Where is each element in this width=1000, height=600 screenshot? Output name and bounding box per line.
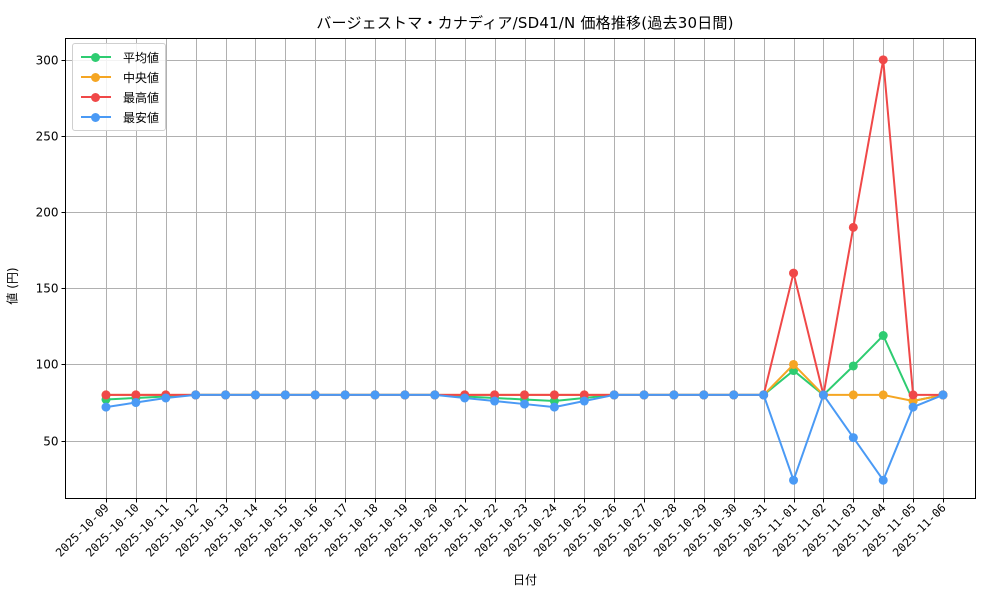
x-axis-ticks: 2025-10-092025-10-102025-10-112025-10-12… — [53, 498, 949, 560]
data-point — [878, 475, 888, 485]
data-point — [191, 390, 201, 400]
data-point — [520, 390, 529, 400]
grid-lines — [65, 38, 976, 499]
legend-label: 最安値 — [123, 110, 160, 125]
legend-swatch-mean-icon — [79, 51, 113, 63]
data-point — [609, 390, 619, 400]
data-point — [789, 475, 799, 485]
data-point — [579, 396, 589, 406]
data-point — [549, 390, 559, 400]
data-point — [789, 359, 799, 369]
data-point — [370, 390, 380, 400]
legend-label: 中央値 — [123, 70, 160, 85]
legend-swatch-max-icon — [79, 91, 113, 103]
y-axis-label: 値 (円) — [5, 267, 20, 305]
data-point — [908, 402, 918, 412]
data-point — [938, 390, 948, 400]
data-point — [549, 402, 559, 412]
series-line — [101, 55, 948, 400]
series-line — [101, 390, 948, 485]
y-axis-ticks: 50 100 150 200 250 300 — [36, 54, 66, 449]
y-tick-label: 150 — [36, 282, 59, 296]
data-point — [878, 55, 888, 65]
data-point — [520, 399, 529, 409]
y-tick-label: 200 — [36, 206, 59, 220]
data-point — [878, 331, 888, 341]
legend-item-median: 中央値 — [79, 67, 159, 87]
x-axis-label: 日付 — [512, 573, 538, 587]
legend-item-min: 最安値 — [79, 107, 159, 127]
legend-label: 平均値 — [123, 50, 160, 65]
data-point — [848, 361, 858, 371]
data-point — [669, 390, 679, 400]
legend-label: 最高値 — [123, 90, 160, 105]
data-point — [340, 390, 350, 400]
data-point — [460, 393, 470, 403]
y-tick-label: 300 — [36, 54, 59, 68]
data-point — [908, 390, 918, 400]
data-point — [848, 222, 858, 232]
data-point — [878, 390, 888, 400]
data-point — [848, 433, 858, 443]
data-series — [101, 55, 948, 485]
data-point — [310, 390, 320, 400]
legend-item-max: 最高値 — [79, 87, 159, 107]
data-point — [101, 390, 111, 400]
data-point — [101, 402, 111, 412]
legend-swatch-min-icon — [79, 111, 113, 123]
data-point — [221, 390, 231, 400]
data-point — [131, 398, 141, 408]
data-point — [400, 390, 410, 400]
data-point — [729, 390, 739, 400]
data-point — [131, 390, 141, 400]
chart-title: バージェストマ・カナディア/SD41/N 価格推移(過去30日間) — [316, 14, 734, 32]
data-point — [430, 390, 440, 400]
y-tick-label: 100 — [36, 358, 59, 372]
data-point — [639, 390, 649, 400]
data-point — [161, 393, 171, 403]
data-point — [759, 390, 769, 400]
data-point — [280, 390, 290, 400]
data-point — [699, 390, 709, 400]
data-point — [818, 390, 828, 400]
legend: 平均値 中央値 最高値 最安値 — [72, 43, 167, 131]
y-tick-label: 50 — [43, 435, 58, 449]
legend-item-mean: 平均値 — [79, 47, 159, 67]
legend-swatch-median-icon — [79, 71, 113, 83]
data-point — [490, 396, 500, 406]
plot-frame — [65, 38, 976, 499]
data-point — [848, 390, 858, 400]
data-point — [789, 268, 799, 278]
y-tick-label: 250 — [36, 130, 59, 144]
data-point — [250, 390, 260, 400]
